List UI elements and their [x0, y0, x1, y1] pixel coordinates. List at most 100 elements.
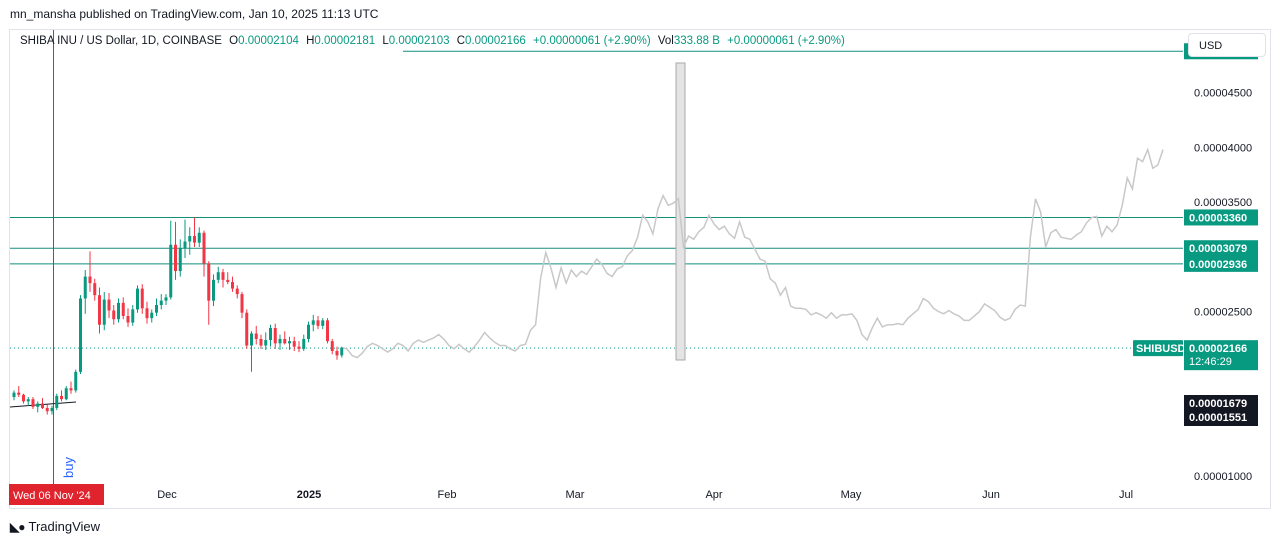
- candle-body: [136, 288, 139, 310]
- candle-body: [31, 399, 35, 407]
- symbol-title[interactable]: SHIBA INU / US Dollar, 1D, COINBASE: [20, 35, 222, 47]
- time-axis-label: Apr: [705, 489, 722, 501]
- candle-body: [193, 236, 196, 243]
- candle-body: [169, 244, 173, 298]
- time-axis-label: May: [841, 489, 862, 501]
- candle-body: [183, 241, 187, 249]
- candle-body: [140, 288, 144, 309]
- candle-body: [178, 248, 182, 272]
- candle-body: [259, 338, 263, 346]
- price-axis-tick: 0.00004500: [1194, 88, 1252, 100]
- candle-body: [26, 399, 30, 402]
- tradingview-logo[interactable]: ◣● TradingView: [10, 519, 100, 534]
- brand-text: TradingView: [28, 519, 101, 534]
- candle-body: [145, 308, 149, 319]
- close-value: 0.00002166: [465, 35, 526, 47]
- chart-frame: [9, 29, 1271, 509]
- candle-body: [226, 279, 230, 283]
- time-axis-label: 2025: [297, 489, 321, 501]
- close-label: C: [456, 35, 466, 47]
- candle-body: [273, 328, 277, 344]
- candle-body: [22, 394, 25, 402]
- candle-body: [207, 263, 211, 301]
- candle-body: [264, 340, 268, 346]
- candle-body: [278, 338, 282, 344]
- price-axis-tick: 0.00004000: [1194, 142, 1252, 154]
- candle-body: [45, 407, 49, 412]
- candle-body: [250, 333, 253, 346]
- candle-body: [174, 244, 177, 272]
- candle-body: [297, 346, 301, 349]
- price-axis-tick: 0.00001000: [1194, 471, 1252, 483]
- candle-body: [98, 295, 101, 325]
- candle-body: [321, 320, 325, 326]
- low-value: 0.00002103: [388, 35, 450, 47]
- candle-body: [102, 299, 106, 325]
- candle-body: [340, 347, 344, 356]
- candle-body: [212, 279, 215, 301]
- candle-body: [126, 315, 130, 323]
- symbol-tag-box: [1133, 340, 1183, 357]
- candle-body: [131, 309, 135, 323]
- candle-body: [326, 320, 329, 342]
- candle-body: [311, 320, 315, 325]
- candle-body: [202, 232, 206, 264]
- candle-body: [245, 312, 249, 346]
- candle-body: [335, 351, 339, 356]
- candle-body: [254, 333, 258, 339]
- candle-body: [216, 272, 220, 280]
- candle-body: [12, 392, 16, 397]
- time-axis-label: Jun: [982, 489, 1000, 501]
- symbol-tag: SHIBUSD: [1136, 343, 1186, 355]
- time-axis-label: Jul: [1119, 489, 1133, 501]
- buy-annotation: buy: [61, 457, 76, 478]
- candle-body: [41, 403, 44, 408]
- candle-body: [188, 236, 192, 242]
- symbol-legend: SHIBA INU / US Dollar, 1D, COINBASE O 0.0…: [20, 35, 845, 47]
- candle-body: [50, 407, 54, 412]
- candle-body: [55, 395, 59, 408]
- time-axis-label: Feb: [438, 489, 457, 501]
- dark-price-label: 0.00001551: [1189, 412, 1247, 424]
- high-label: H: [306, 35, 315, 47]
- time-axis-label: Mar: [566, 489, 585, 501]
- level-label-box: [1184, 240, 1258, 257]
- level-label-box: [1184, 209, 1258, 226]
- projection-path: [341, 147, 1164, 359]
- candle-body: [112, 310, 116, 320]
- candle-body: [164, 297, 168, 301]
- candle-body: [283, 338, 287, 344]
- candle-body: [69, 388, 73, 391]
- candle-body: [159, 300, 163, 306]
- published-info: mn_mansha published on TradingView.com, …: [10, 7, 379, 21]
- level-label: 0.00003360: [1189, 212, 1247, 224]
- low-label: L: [382, 35, 389, 47]
- candle-body: [36, 403, 40, 407]
- candle-body: [83, 276, 87, 299]
- candle-body: [150, 312, 154, 319]
- level-label: 0.00003079: [1189, 243, 1247, 255]
- volume-change: +0.00000061 (+2.90%): [727, 35, 845, 47]
- date-marker-label: Wed 06 Nov '24: [13, 490, 91, 502]
- tradingview-logo-icon: ◣●: [10, 519, 26, 534]
- candle-body: [88, 276, 92, 284]
- countdown-label: 12:46:29: [1189, 356, 1232, 368]
- candle-body: [221, 272, 225, 280]
- candle-body: [121, 302, 125, 316]
- level-label: 0.00002936: [1189, 259, 1247, 271]
- candle-body: [240, 294, 244, 313]
- candle-body: [117, 302, 120, 320]
- volume-label: Vol: [657, 35, 674, 47]
- current-price-label: 0.00002166: [1189, 343, 1247, 355]
- candle-body: [235, 288, 239, 295]
- candle-body: [155, 305, 158, 313]
- candle-body: [79, 298, 82, 372]
- candle-body: [231, 282, 234, 289]
- currency-button[interactable]: USD: [1188, 33, 1266, 57]
- dark-label-box: [1184, 395, 1258, 426]
- high-value: 0.00002181: [314, 35, 376, 47]
- change-value: +0.00000061 (+2.90%): [533, 35, 651, 47]
- open-label: O: [229, 35, 239, 47]
- candle-body: [307, 324, 310, 339]
